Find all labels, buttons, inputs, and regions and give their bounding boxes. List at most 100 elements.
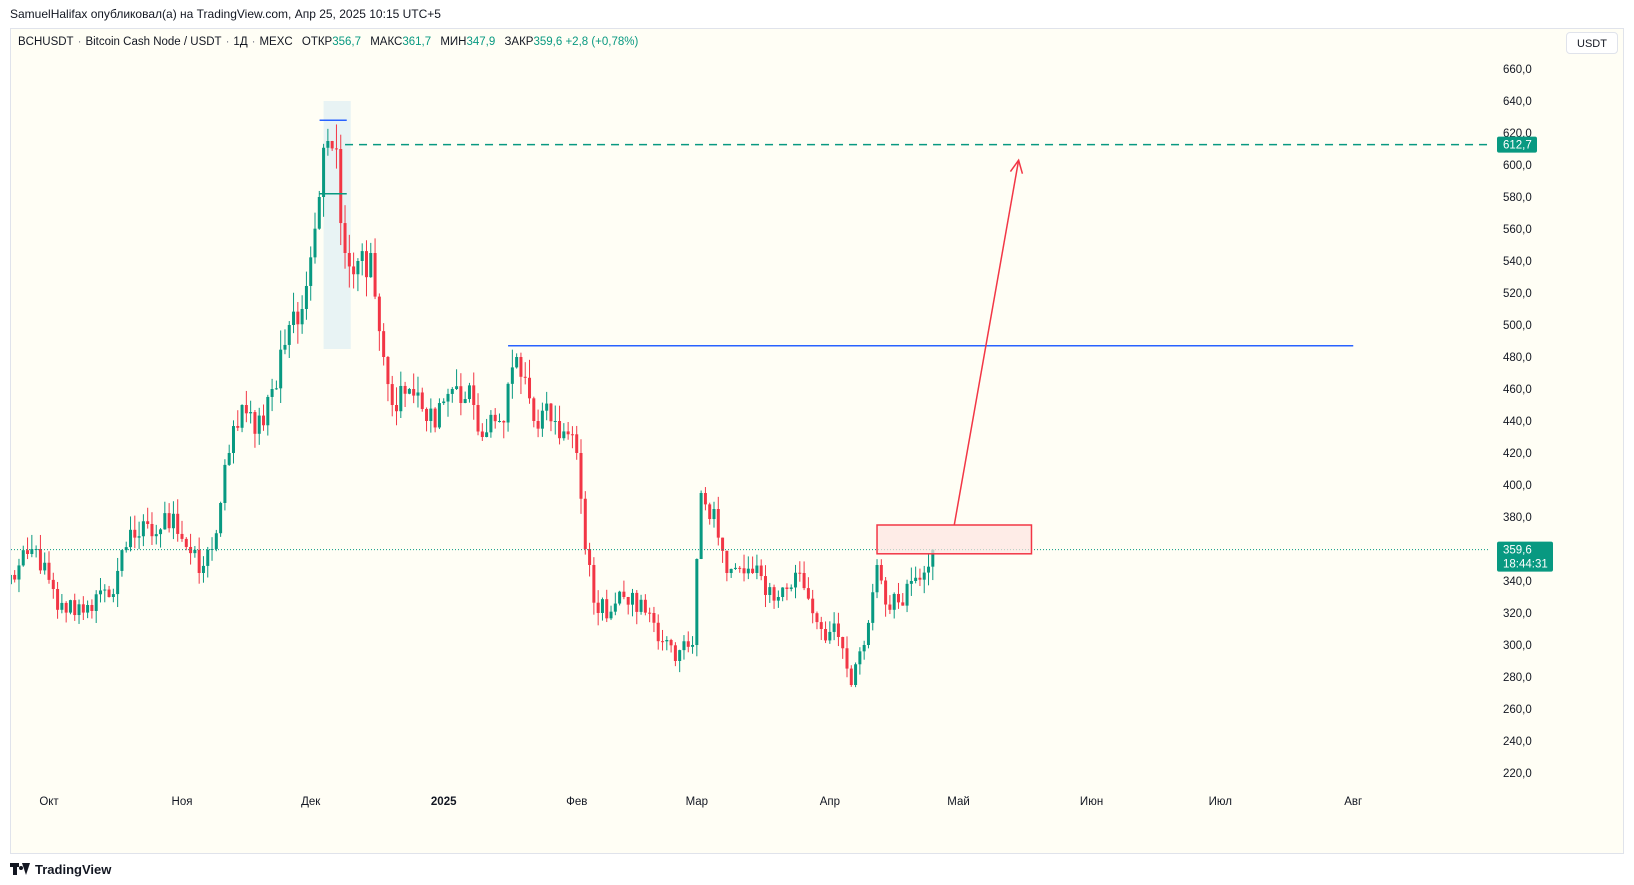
candle-body: [399, 385, 403, 412]
candle-body: [545, 403, 549, 411]
candle: [759, 559, 763, 581]
candle-body: [386, 357, 390, 385]
candle: [206, 546, 210, 578]
candle: [493, 408, 497, 429]
candle: [691, 636, 695, 654]
price-tick-label: 420,0: [1503, 448, 1532, 460]
candle: [304, 271, 308, 320]
candle-body: [836, 623, 840, 637]
candle-body: [583, 498, 587, 549]
candle: [111, 588, 115, 603]
candle-body: [909, 581, 913, 584]
candle-body: [94, 594, 98, 611]
candle-body: [133, 529, 137, 538]
candle-body: [480, 431, 484, 437]
price-tick-label: 240,0: [1503, 736, 1532, 748]
candle-body: [163, 513, 167, 530]
candle: [180, 520, 184, 542]
candle-body: [579, 453, 583, 499]
legend-symbol[interactable]: BCHUSDT: [18, 36, 74, 48]
candle-body: [249, 412, 253, 414]
candle: [51, 572, 55, 599]
candle-body: [304, 285, 308, 309]
currency-button[interactable]: USDT: [1566, 32, 1618, 54]
candle: [733, 563, 737, 570]
candle: [549, 402, 553, 432]
candle-body: [901, 602, 905, 606]
candle-body: [506, 383, 510, 423]
candle: [395, 387, 399, 426]
candle: [137, 521, 141, 550]
candle: [26, 537, 30, 560]
candle: [352, 252, 356, 289]
price-tick-label: 260,0: [1503, 704, 1532, 716]
candle-body: [613, 603, 617, 612]
candle: [721, 537, 725, 563]
candle-body: [884, 580, 888, 605]
chart-pane[interactable]: [10, 28, 1624, 854]
candle-body: [927, 566, 931, 573]
candle-body: [635, 592, 639, 612]
candle: [390, 375, 394, 417]
candle: [442, 398, 446, 405]
candle: [64, 601, 68, 623]
price-tick-label: 600,0: [1503, 160, 1532, 172]
candle-body: [570, 434, 574, 436]
legend-interval[interactable]: 1Д: [233, 36, 248, 48]
candle: [592, 557, 596, 615]
candle: [94, 590, 98, 623]
candle: [450, 387, 454, 403]
candle: [412, 373, 416, 404]
candle-body: [266, 396, 270, 426]
legend-high-label: МАКС: [370, 36, 403, 48]
candle: [257, 407, 261, 445]
candle: [600, 597, 604, 621]
candle-body: [412, 389, 416, 396]
candle: [506, 382, 510, 432]
candle: [828, 621, 832, 644]
candle-body: [759, 565, 763, 577]
candle: [459, 373, 463, 416]
candle: [927, 553, 931, 586]
candle: [785, 583, 789, 601]
candles: [11, 124, 935, 688]
candle-body: [648, 612, 652, 614]
candle-body: [171, 513, 175, 529]
tradingview-logo[interactable]: TradingView: [10, 860, 111, 878]
candle-body: [51, 579, 55, 590]
time-tick-label: Апр: [820, 796, 840, 808]
price-tick-label: 400,0: [1503, 480, 1532, 492]
current-price-label: 359,6: [1503, 545, 1532, 557]
target-price-tag: 612,7: [1497, 136, 1537, 153]
candle-body: [772, 587, 776, 601]
candle: [317, 190, 321, 230]
candle: [73, 593, 77, 621]
candle-body: [738, 567, 742, 569]
candle: [236, 410, 240, 432]
candle-body: [60, 602, 64, 610]
candle: [854, 662, 858, 688]
price-tick-label: 320,0: [1503, 608, 1532, 620]
candle-body: [90, 605, 94, 611]
candle: [56, 581, 60, 619]
candle: [673, 642, 677, 667]
candle-body: [124, 547, 128, 551]
candle: [360, 243, 364, 276]
candle: [201, 556, 205, 583]
candle: [13, 570, 17, 583]
candle: [43, 552, 47, 575]
candle-body: [223, 464, 227, 503]
candle-body: [673, 645, 677, 661]
price-tick-label: 660,0: [1503, 64, 1532, 76]
candle-body: [493, 414, 497, 422]
time-tick-label: Ноя: [172, 796, 193, 808]
candle: [416, 376, 420, 408]
candle-body: [309, 257, 313, 286]
candle: [558, 405, 562, 445]
candle-body: [77, 604, 81, 616]
candle-body: [257, 415, 261, 434]
candle: [163, 501, 167, 530]
candle-body: [167, 513, 171, 529]
publication-header: SamuelHalifax опубликовал(а) на TradingV…: [10, 7, 441, 21]
